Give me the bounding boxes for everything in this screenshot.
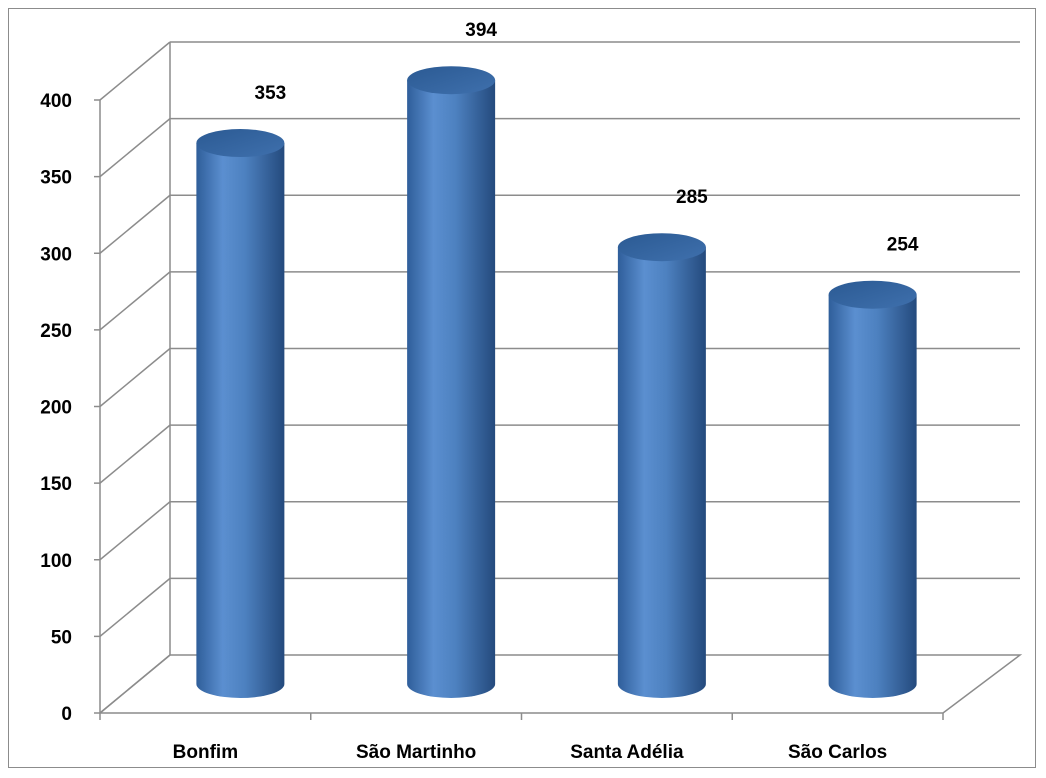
- bar-top-cap: [407, 66, 496, 95]
- gridline-depth: [99, 194, 171, 254]
- data-label: 285: [676, 187, 708, 208]
- y-tick-label: 50: [51, 627, 72, 648]
- gridline-depth: [99, 118, 171, 178]
- category-label: Bonfim: [173, 742, 238, 763]
- gridline-depth: [99, 424, 171, 484]
- bar: [196, 129, 285, 699]
- axes: [94, 42, 1023, 720]
- category-label: Santa Adélia: [570, 742, 684, 763]
- category-label: São Martinho: [356, 742, 476, 763]
- category-label: São Carlos: [788, 742, 887, 763]
- y-tick-label: 400: [40, 91, 72, 112]
- floor: [99, 654, 1023, 714]
- gridline-depth: [99, 577, 171, 637]
- bar-body: [196, 143, 285, 699]
- bar-body: [828, 294, 917, 698]
- gridline-depth: [99, 271, 171, 331]
- y-tick-label: 100: [40, 551, 72, 572]
- gridline-depth: [99, 347, 171, 408]
- y-tick-label: 300: [40, 244, 72, 265]
- category-labels: Bonfim São Martinho Santa Adélia São Carlos: [173, 742, 888, 763]
- bar-body: [617, 247, 706, 699]
- y-axis-tick-labels: 0 50 100 150 200 250 300 350 400: [40, 91, 72, 725]
- bar: [617, 233, 706, 699]
- data-label: 254: [887, 235, 919, 256]
- bar-top-cap: [196, 129, 285, 158]
- data-labels: 353 394 285 254: [255, 20, 919, 256]
- gridline-depth: [99, 501, 171, 561]
- y-tick-label: 350: [40, 168, 72, 189]
- data-label: 353: [255, 83, 287, 104]
- bar-top-cap: [828, 280, 917, 309]
- bar-top-cap: [617, 233, 706, 262]
- bar: [407, 66, 496, 698]
- y-tick-label: 150: [40, 474, 72, 495]
- y-tick-label: 200: [40, 398, 72, 419]
- bar-body: [407, 80, 496, 698]
- bar: [828, 280, 917, 698]
- data-label: 394: [465, 20, 497, 41]
- bars: [196, 66, 917, 699]
- y-tick-label: 0: [61, 704, 72, 725]
- gridline-depth: [99, 41, 171, 101]
- y-tick-label: 250: [40, 321, 72, 342]
